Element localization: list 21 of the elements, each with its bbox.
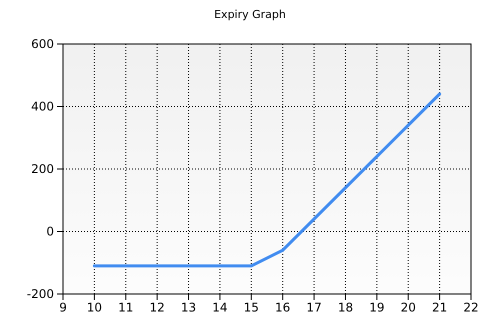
- x-tick-label: 15: [244, 300, 259, 315]
- x-tick-label: 22: [463, 300, 479, 315]
- y-tick-label: -200: [26, 286, 54, 301]
- y-tick-label: 0: [46, 224, 54, 238]
- x-tick-label: 17: [306, 300, 322, 315]
- x-tick-label: 21: [432, 300, 448, 315]
- x-tick-label: 16: [275, 300, 290, 315]
- x-tick-label: 20: [400, 300, 416, 315]
- x-tick-label: 10: [86, 300, 102, 315]
- line-series: [92, 92, 442, 268]
- y-tick-label: 400: [31, 99, 54, 114]
- x-tick-label: 13: [180, 300, 196, 315]
- x-tick-label: 18: [338, 300, 354, 315]
- y-tick-label: 600: [31, 36, 54, 51]
- x-tick-label: 11: [118, 300, 134, 315]
- x-tick-label: 12: [150, 300, 165, 315]
- x-tick-label: 19: [369, 300, 384, 315]
- y-tick-label: 200: [31, 162, 54, 176]
- chart-title: Expiry Graph: [214, 8, 286, 21]
- x-tick-label: 14: [212, 300, 228, 315]
- x-tick-label: 9: [59, 300, 67, 315]
